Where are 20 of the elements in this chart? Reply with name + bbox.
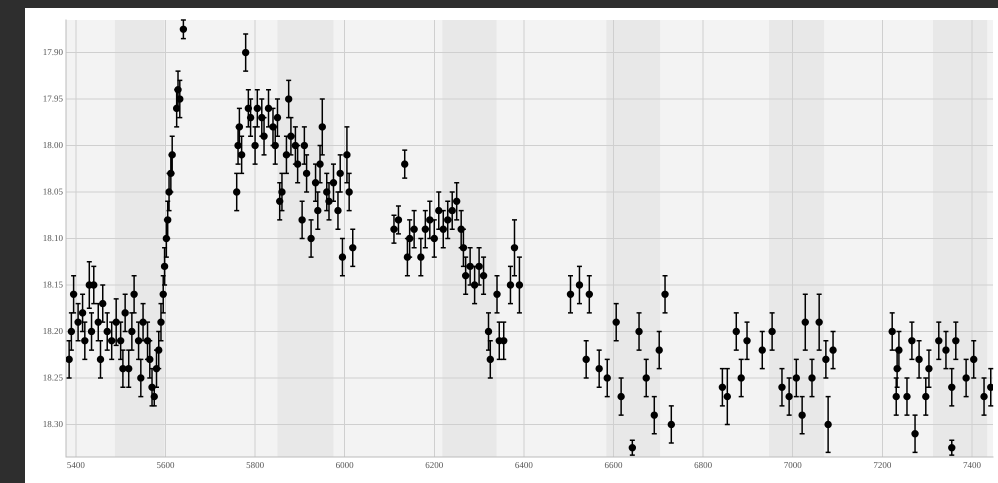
- y-tick-label: 18.30: [42, 418, 64, 429]
- x-tick-label: 6200: [425, 460, 444, 470]
- y-tick-label: 18.25: [42, 372, 64, 382]
- y-tick-label: 18.20: [42, 326, 64, 336]
- x-tick-label: 5600: [156, 460, 175, 470]
- y-tick-label: 18.05: [42, 186, 64, 196]
- x-tick-label: 6400: [514, 460, 534, 470]
- x-tick-label: 6800: [694, 460, 713, 470]
- x-tick-label: 6600: [604, 460, 624, 470]
- y-tick-label: 18.00: [42, 140, 64, 150]
- x-tick-label: 7200: [873, 460, 892, 470]
- y-tick-label: 17.95: [42, 93, 64, 104]
- x-tick-label: 6000: [336, 460, 354, 470]
- x-tick-label: 7400: [962, 460, 982, 470]
- y-tick-label: 18.10: [42, 232, 64, 243]
- y-tick-label: 17.90: [42, 46, 64, 57]
- x-tick-label: 5800: [246, 460, 265, 470]
- x-tick-label: 5400: [66, 460, 86, 470]
- x-tick-label: 7000: [784, 460, 802, 470]
- y-tick-label: 18.15: [42, 279, 64, 290]
